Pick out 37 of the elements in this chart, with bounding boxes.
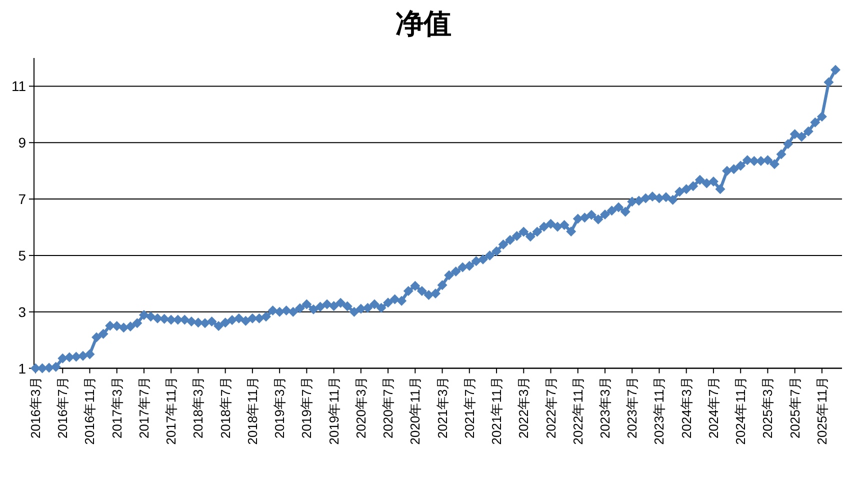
x-tick-label: 2022年3月 — [516, 376, 532, 438]
x-tick-label: 2019年3月 — [272, 376, 288, 438]
x-tick-label: 2021年3月 — [434, 376, 450, 438]
y-tick-label: 9 — [18, 134, 26, 151]
x-tick-label: 2016年11月 — [82, 376, 98, 445]
y-tick-label: 11 — [11, 78, 26, 94]
x-tick-label: 2017年3月 — [109, 376, 124, 438]
x-tick-label: 2017年7月 — [136, 376, 152, 438]
x-tick-label: 2024年11月 — [733, 376, 748, 445]
y-tick-label: 3 — [18, 304, 26, 320]
x-tick-label: 2024年3月 — [678, 376, 694, 438]
x-tick-label: 2016年7月 — [55, 376, 70, 438]
x-tick-label: 2019年11月 — [326, 376, 342, 445]
x-tick-label: 2025年11月 — [814, 376, 830, 445]
x-tick-label: 2024年7月 — [706, 376, 721, 438]
x-tick-label: 2018年3月 — [190, 376, 206, 438]
x-tick-label: 2023年11月 — [652, 376, 667, 445]
y-tick-label: 7 — [18, 191, 26, 208]
x-tick-label: 2019年7月 — [299, 376, 314, 438]
x-tick-label: 2022年7月 — [543, 376, 558, 438]
x-tick-label: 2025年3月 — [760, 376, 776, 438]
x-tick-label: 2020年3月 — [353, 376, 368, 438]
x-tick-label: 2025年7月 — [787, 376, 802, 438]
y-tick-label: 5 — [18, 247, 26, 264]
y-tick-label: 1 — [18, 360, 26, 376]
x-tick-label: 2017年11月 — [164, 376, 179, 445]
x-tick-label: 2018年11月 — [244, 376, 260, 445]
x-tick-label: 2016年3月 — [28, 376, 43, 438]
x-tick-label: 2020年7月 — [380, 376, 396, 438]
x-tick-label: 2018年7月 — [218, 376, 233, 438]
x-tick-label: 2020年11月 — [408, 376, 423, 445]
x-tick-label: 2022年11月 — [570, 376, 586, 445]
x-tick-label: 2021年11月 — [489, 376, 504, 445]
x-tick-label: 2023年3月 — [597, 376, 612, 438]
x-tick-label: 2021年7月 — [462, 376, 477, 438]
chart-title: 净值 — [396, 7, 452, 40]
x-tick-label: 2023年7月 — [624, 376, 640, 438]
